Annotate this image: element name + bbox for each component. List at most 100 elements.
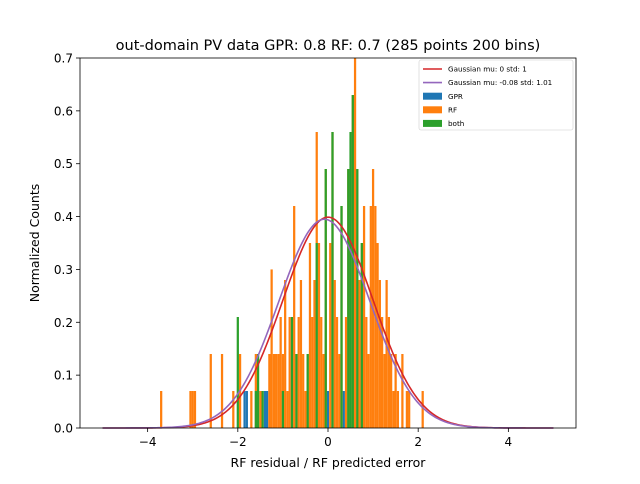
bar-rf: [333, 280, 336, 428]
bar-rf: [380, 317, 384, 428]
bar-rf: [279, 317, 282, 428]
bar-rf: [259, 391, 262, 428]
bar-rf: [189, 391, 192, 428]
bar-rf: [358, 280, 361, 428]
bar-gpr: [266, 391, 269, 428]
bar-rf: [383, 354, 386, 428]
bar-rf: [288, 317, 291, 428]
x-tick-label: −2: [229, 435, 247, 449]
bar-gpr: [342, 391, 345, 428]
bar-both: [340, 206, 343, 428]
bar-both: [351, 95, 354, 428]
legend-label-gpr: GPR: [448, 92, 463, 101]
legend-swatch-both: [423, 119, 442, 127]
y-axis-ticks: 0.0 0.1 0.2 0.3 0.4 0.5 0.6 0.7: [54, 52, 80, 436]
legend-label-both: both: [448, 119, 464, 128]
chart-title: out-domain PV data GPR: 0.8 RF: 0.7 (285…: [116, 38, 541, 54]
bar-rf: [394, 354, 397, 428]
bar-both: [331, 132, 334, 428]
bar-both: [261, 391, 264, 428]
y-tick-label: 0.5: [54, 157, 73, 171]
bar-both: [306, 354, 309, 428]
bar-rf: [421, 391, 424, 428]
y-axis-label: Normalized Counts: [27, 184, 42, 303]
bar-rf: [390, 354, 393, 428]
bar-rf: [272, 354, 276, 428]
legend-swatch-rf: [423, 106, 442, 114]
y-tick-label: 0.4: [54, 210, 73, 224]
bar-rf: [376, 243, 379, 428]
bar-rf: [284, 280, 287, 428]
bar-rf: [338, 354, 341, 428]
bar-both: [356, 169, 359, 428]
legend-label-gaussian-mu-0-08-std-1-01: Gaussian mu: -0.08 std: 1.01: [448, 78, 552, 87]
bar-rf: [344, 317, 348, 428]
y-tick-label: 0.7: [54, 52, 73, 66]
legend-label-gaussian-mu-0-std-1: Gaussian mu: 0 std: 1: [448, 65, 527, 74]
x-axis-label: RF residual / RF predicted error: [231, 455, 427, 470]
bar-rf: [396, 391, 400, 428]
bar-rf: [191, 391, 194, 428]
x-tick-label: 4: [505, 435, 513, 449]
bar-rf: [320, 317, 323, 428]
bar-rf: [268, 354, 271, 428]
bar-rf: [353, 58, 357, 428]
bar-both: [349, 132, 352, 428]
bar-rf: [232, 391, 235, 428]
y-tick-label: 0.1: [54, 369, 73, 383]
legend-swatch-gpr: [423, 92, 442, 100]
bar-rf: [367, 354, 370, 428]
y-tick-label: 0.2: [54, 316, 73, 330]
bar-rf: [286, 391, 289, 428]
bar-gpr: [263, 391, 266, 428]
bar-rf: [209, 354, 212, 428]
bar-both: [324, 169, 327, 428]
bar-rf: [193, 391, 197, 428]
bar-rf: [329, 243, 332, 428]
bar-rf: [297, 317, 300, 428]
bar-rf: [401, 354, 404, 428]
bar-rf: [270, 269, 273, 428]
bar-rf: [392, 391, 395, 428]
bar-gpr: [243, 391, 246, 428]
bar-rf: [313, 280, 316, 428]
x-tick-label: 0: [324, 435, 332, 449]
bar-gpr: [326, 391, 330, 428]
y-tick-label: 0.3: [54, 263, 73, 277]
bar-rf: [335, 317, 339, 428]
bar-rf: [317, 243, 321, 428]
gaussian-fit-curve: [102, 218, 554, 429]
bar-rf: [220, 354, 224, 428]
bar-rf: [277, 354, 280, 428]
bar-rf: [322, 354, 325, 428]
bar-rf: [299, 280, 303, 428]
bar-rf: [362, 206, 366, 428]
curves-layer: [102, 216, 554, 429]
bar-rf: [408, 391, 411, 428]
bar-rf: [369, 206, 372, 428]
bar-rf: [405, 391, 409, 428]
bar-both: [254, 391, 257, 428]
bar-both: [281, 391, 285, 428]
bar-rf: [160, 391, 163, 428]
bar-both: [236, 317, 239, 428]
y-tick-label: 0.6: [54, 104, 73, 118]
legend-box: [418, 59, 574, 131]
bar-rf: [311, 317, 314, 428]
bar-both: [315, 243, 318, 428]
bar-both: [256, 354, 260, 428]
x-axis-ticks: −4 −2 0 2 4: [139, 428, 512, 449]
bar-rf: [378, 280, 381, 428]
bar-rf: [250, 391, 253, 428]
x-tick-label: 2: [414, 435, 422, 449]
bar-both: [290, 317, 294, 428]
bar-rf: [275, 354, 278, 428]
bar-rf: [304, 391, 307, 428]
bar-gpr: [245, 391, 248, 428]
x-tick-label: −4: [139, 435, 157, 449]
bar-rf: [365, 317, 368, 428]
legend: Gaussian mu: 0 std: 1 Gaussian mu: -0.08 …: [418, 59, 574, 131]
bar-rf: [385, 280, 388, 428]
bar-both: [347, 169, 350, 428]
